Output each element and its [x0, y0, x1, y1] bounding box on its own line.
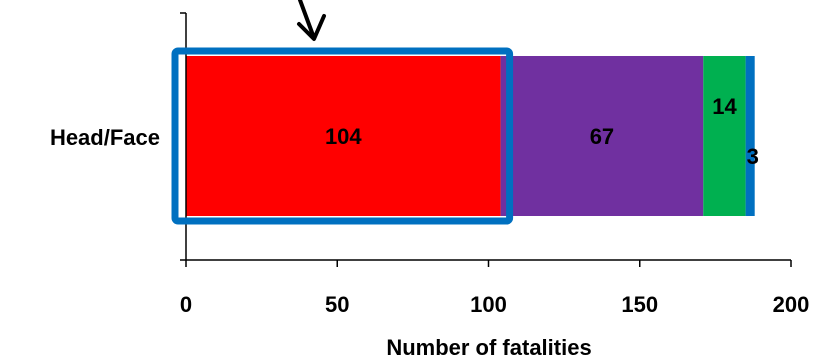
arrow-layer — [297, 0, 326, 41]
x-tick-label: 100 — [470, 292, 507, 317]
category-label: Head/Face — [50, 125, 160, 150]
x-tick-label: 0 — [180, 292, 192, 317]
data-label: 67 — [590, 124, 614, 149]
x-tick-label: 200 — [773, 292, 810, 317]
ticks-layer: 0 50 100 150 200 — [180, 260, 809, 317]
bar-segment — [745, 56, 755, 216]
bars-layer — [186, 56, 755, 216]
x-tick-label: 150 — [621, 292, 658, 317]
bar-segment — [500, 56, 704, 216]
arrow-annotation — [297, 0, 326, 41]
bar-segment — [186, 56, 501, 216]
x-axis-title: Number of fatalities — [386, 335, 591, 360]
data-label: 104 — [325, 124, 362, 149]
highlight-layer — [171, 47, 514, 225]
data-label: 14 — [712, 94, 737, 119]
bar-segment — [703, 56, 746, 216]
highlight-box — [171, 47, 514, 225]
labels-layer: 104 67 14 3 — [325, 94, 759, 169]
x-tick-label: 50 — [325, 292, 349, 317]
data-label: 3 — [747, 144, 759, 169]
